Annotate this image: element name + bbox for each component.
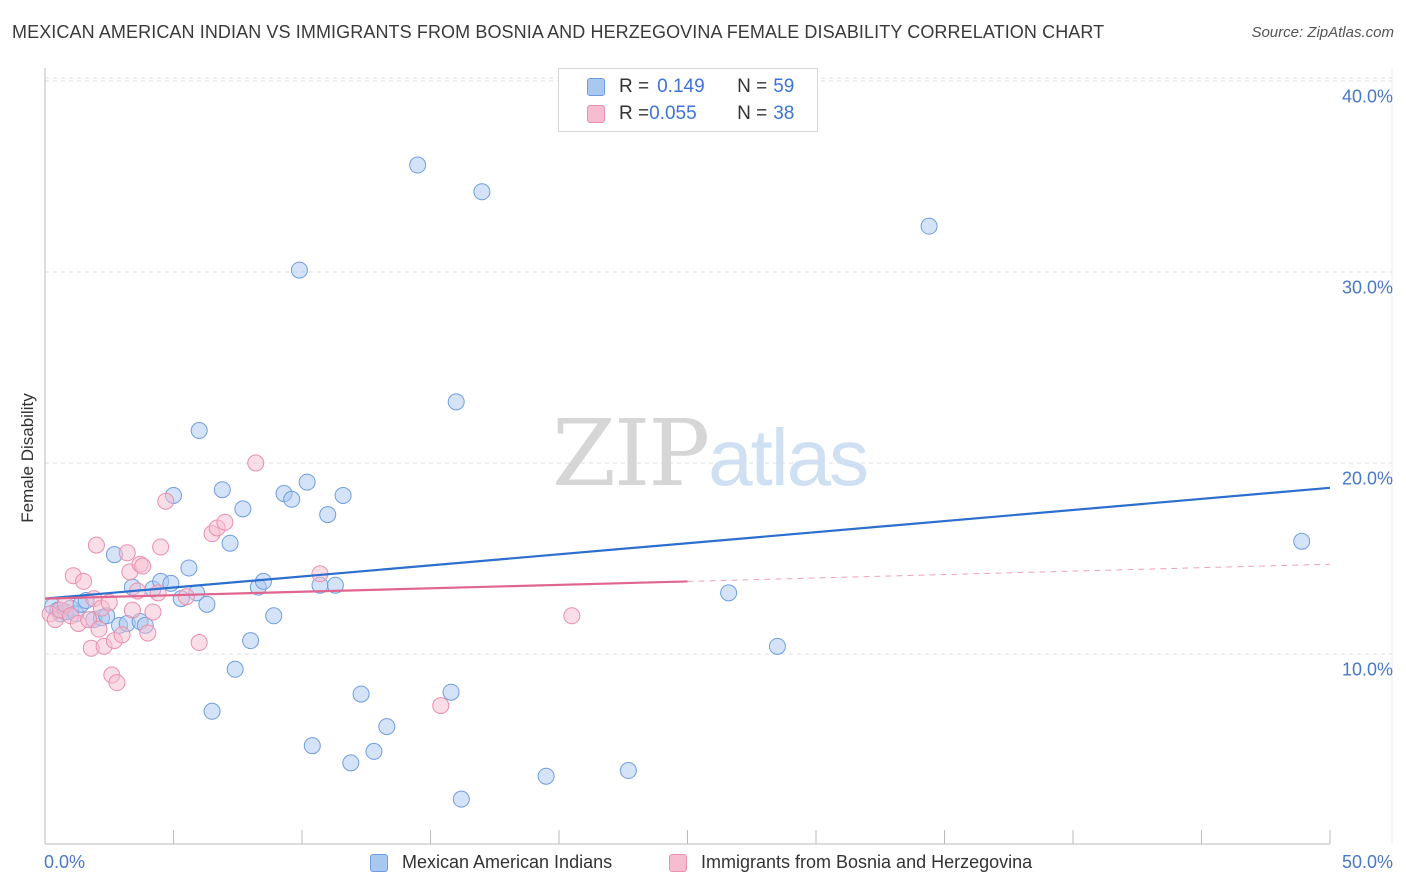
correlation-legend: R = 0.149 N = 59 R = 0.055 N = 38 [558,68,818,132]
point-mexican-american-indians-39 [303,737,321,755]
y-tick-label-30: 30.0% [1341,277,1393,298]
point-mexican-american-indians-26 [203,702,221,720]
watermark: ZIPatlas [552,400,869,507]
watermark-zip: ZIP [552,400,710,507]
point-mexican-american-indians-46 [365,742,383,760]
point-bosnia-immigrants-29 [152,538,170,556]
point-mexican-american-indians-34 [265,607,283,625]
pink-swatch-icon [669,853,687,872]
point-bosnia-immigrants-15 [100,593,118,611]
point-bosnia-immigrants-22 [123,601,141,619]
point-mexican-american-indians-56 [768,637,786,655]
point-bosnia-immigrants-39 [563,607,581,625]
point-mexican-american-indians-53 [537,767,555,785]
point-mexican-american-indians-47 [378,718,396,736]
point-bosnia-immigrants-25 [134,557,152,575]
point-bosnia-immigrants-35 [216,513,234,531]
legend-r-label: R = [619,76,650,97]
point-mexican-american-indians-45 [352,685,370,703]
point-bosnia-immigrants-36 [247,454,265,472]
source-credit: Source: ZipAtlas.com [1251,24,1394,41]
x-tick-label-0: 0.0% [44,852,86,872]
point-mexican-american-indians-48 [409,156,427,174]
blue-swatch-icon [587,78,605,96]
watermark-atlas: atlas [708,413,869,502]
bottom-legend-mexican-american-indians: Mexican American Indians [370,852,612,873]
chart-title: MEXICAN AMERICAN INDIAN VS IMMIGRANTS FR… [12,22,1105,42]
y-tick-label-40: 40.0% [1341,86,1393,107]
point-bosnia-immigrants-27 [144,603,162,621]
point-mexican-american-indians-30 [234,500,252,518]
point-mexican-american-indians-33 [254,572,272,590]
point-bosnia-immigrants-18 [108,674,126,692]
point-bosnia-immigrants-20 [118,544,136,562]
legend-r-value: 0.149 [657,76,705,97]
legend-r-label: R = [619,103,650,124]
point-mexican-american-indians-54 [619,762,637,780]
point-mexican-american-indians-27 [213,481,231,499]
point-mexican-american-indians-43 [334,486,352,504]
point-bosnia-immigrants-12 [90,620,108,638]
point-mexican-american-indians-44 [342,754,360,772]
legend-n-value: 59 [773,76,795,97]
point-mexican-american-indians-29 [226,660,244,678]
point-bosnia-immigrants-7 [75,572,93,590]
legend-row-mexican-american-indians: R = 0.149 N = 59 [587,75,794,99]
point-mexican-american-indians-55 [720,584,738,602]
point-mexican-american-indians-51 [452,790,470,808]
blue-swatch-icon [370,853,388,872]
point-mexican-american-indians-42 [326,576,344,594]
point-mexican-american-indians-49 [442,683,460,701]
point-mexican-american-indians-37 [290,261,308,279]
trend-line-dashed-bosnia-immigrants [687,563,1331,582]
legend-n-label: N = [737,103,768,124]
point-mexican-american-indians-25 [198,595,216,613]
point-mexican-american-indians-24 [190,422,208,440]
point-bosnia-immigrants-32 [190,634,208,652]
point-bosnia-immigrants-19 [113,626,131,644]
y-tick-label-10: 10.0% [1341,659,1393,680]
y-tick-label-20: 20.0% [1341,468,1393,489]
bottom-legend-bosnia-immigrants: Immigrants from Bosnia and Herzegovina [669,852,1032,873]
point-bosnia-immigrants-11 [87,536,105,554]
bottom-legend-label: Mexican American Indians [402,852,613,872]
point-mexican-american-indians-22 [180,559,198,577]
pink-swatch-icon [587,105,605,123]
legend-n-value: 38 [773,103,795,124]
point-bosnia-immigrants-26 [139,624,157,642]
y-axis-label: Female Disability [18,393,37,523]
legend-r-value: 0.055 [649,103,697,124]
point-bosnia-immigrants-38 [432,697,450,715]
point-mexican-american-indians-28 [221,534,239,552]
point-bosnia-immigrants-31 [177,588,195,606]
trend-line-bosnia-immigrants [44,580,688,600]
point-mexican-american-indians-57 [920,217,938,235]
point-bosnia-immigrants-30 [157,492,175,510]
point-mexican-american-indians-52 [473,183,491,201]
legend-n-label: N = [737,76,768,97]
legend-row-bosnia-immigrants: R = 0.055 N = 38 [587,102,794,126]
x-tick-label-50: 50.0% [1341,852,1393,872]
bottom-legend-label: Immigrants from Bosnia and Herzegovina [701,852,1033,872]
point-mexican-american-indians-38 [298,473,316,491]
point-mexican-american-indians-36 [283,490,301,508]
point-mexican-american-indians-58 [1293,532,1311,550]
point-mexican-american-indians-31 [242,632,260,650]
trend-line-mexican-american-indians [44,486,1331,600]
point-mexican-american-indians-50 [447,393,465,411]
point-mexican-american-indians-41 [319,506,337,524]
